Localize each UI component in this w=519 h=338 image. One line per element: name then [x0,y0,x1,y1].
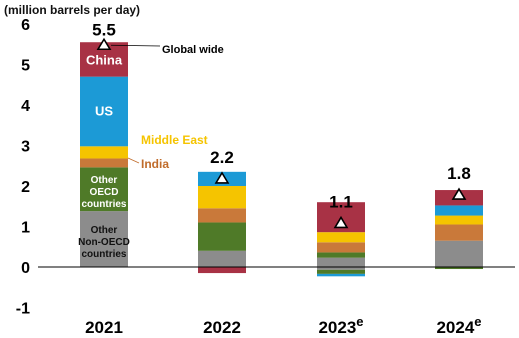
bar-segment-india [198,208,246,223]
bar-segment-other_non_oecd-negative [317,267,365,270]
unit-label: (million barrels per day) [4,3,140,17]
segment-label-other-oecd: countries [81,199,126,210]
bar-segment-us [80,76,128,147]
bar-segment-other_non_oecd [435,240,483,267]
bars [80,42,483,277]
y-tick-label: 2 [21,179,30,196]
segment-label-china: China [86,52,123,67]
bar-segment-india [80,158,128,168]
segment-label-other-oecd: Other [91,175,118,186]
annotation-leader-global [110,44,161,47]
bar-segment-other_oecd [317,252,365,258]
y-tick-label: 6 [21,17,30,34]
bar-segment-india [317,242,365,253]
x-tick-label: 2022 [203,318,241,337]
y-tick-label: 0 [21,260,30,277]
bar-segment-us-negative [317,273,365,277]
y-tick-label: 1 [21,220,30,237]
x-axis: 2021 2022 2023e 2024e [85,314,481,337]
bar-segment-other_non_oecd [198,250,246,267]
bar-segment-other_oecd [80,167,128,212]
x-tick-label: 2023e [318,314,363,337]
bar-segment-us [435,205,483,216]
bar-segment-middle_east [435,215,483,225]
totals: 5.5 2.2 1.1 1.8 [92,20,471,229]
bar-segment-middle_east [80,146,128,159]
segment-label-other-non-oecd: countries [81,249,126,260]
segment-label-us: US [95,103,113,118]
total-label: 1.1 [329,192,353,211]
bar-segment-middle_east [198,186,246,209]
y-tick-label: 4 [21,98,30,115]
annotation-global: Global wide [162,44,224,56]
y-axis: -1 0 1 2 3 4 5 6 [16,17,30,318]
segment-label-other-non-oecd: Non-OECD [78,237,130,248]
bar-segment-india [435,224,483,241]
annotations: Global wide Middle East India [110,44,224,171]
bar-segment-other_oecd-negative [435,267,483,270]
total-marker [214,171,230,184]
bar-segment-other_oecd-negative [317,269,365,274]
bar-segment-other_non_oecd [80,211,128,267]
total-marker [451,187,467,200]
total-marker [96,37,112,51]
x-tick-label: 2021 [85,318,123,337]
total-label: 5.5 [92,20,116,39]
y-tick-label: 5 [21,58,30,75]
bar-segment-middle_east [317,232,365,243]
annotation-leader-india [127,157,140,164]
x-tick-label: 2024e [436,314,481,337]
segment-labels: ChinaUSOtherOECDcountriesOtherNon-OECDco… [78,52,130,260]
bar-segment-other_oecd [198,222,246,251]
annotation-middle-east: Middle East [141,133,208,147]
segment-label-other-non-oecd: Other [91,225,118,236]
bar-segment-china-negative [198,267,246,274]
y-tick-label: -1 [16,301,30,318]
y-tick-label: 3 [21,139,30,156]
total-marker [333,215,349,229]
bar-segment-other_non_oecd [317,257,365,267]
annotation-india: India [141,157,169,171]
total-label: 2.2 [210,148,234,167]
total-label: 1.8 [447,164,471,183]
segment-label-other-oecd: OECD [90,187,119,198]
